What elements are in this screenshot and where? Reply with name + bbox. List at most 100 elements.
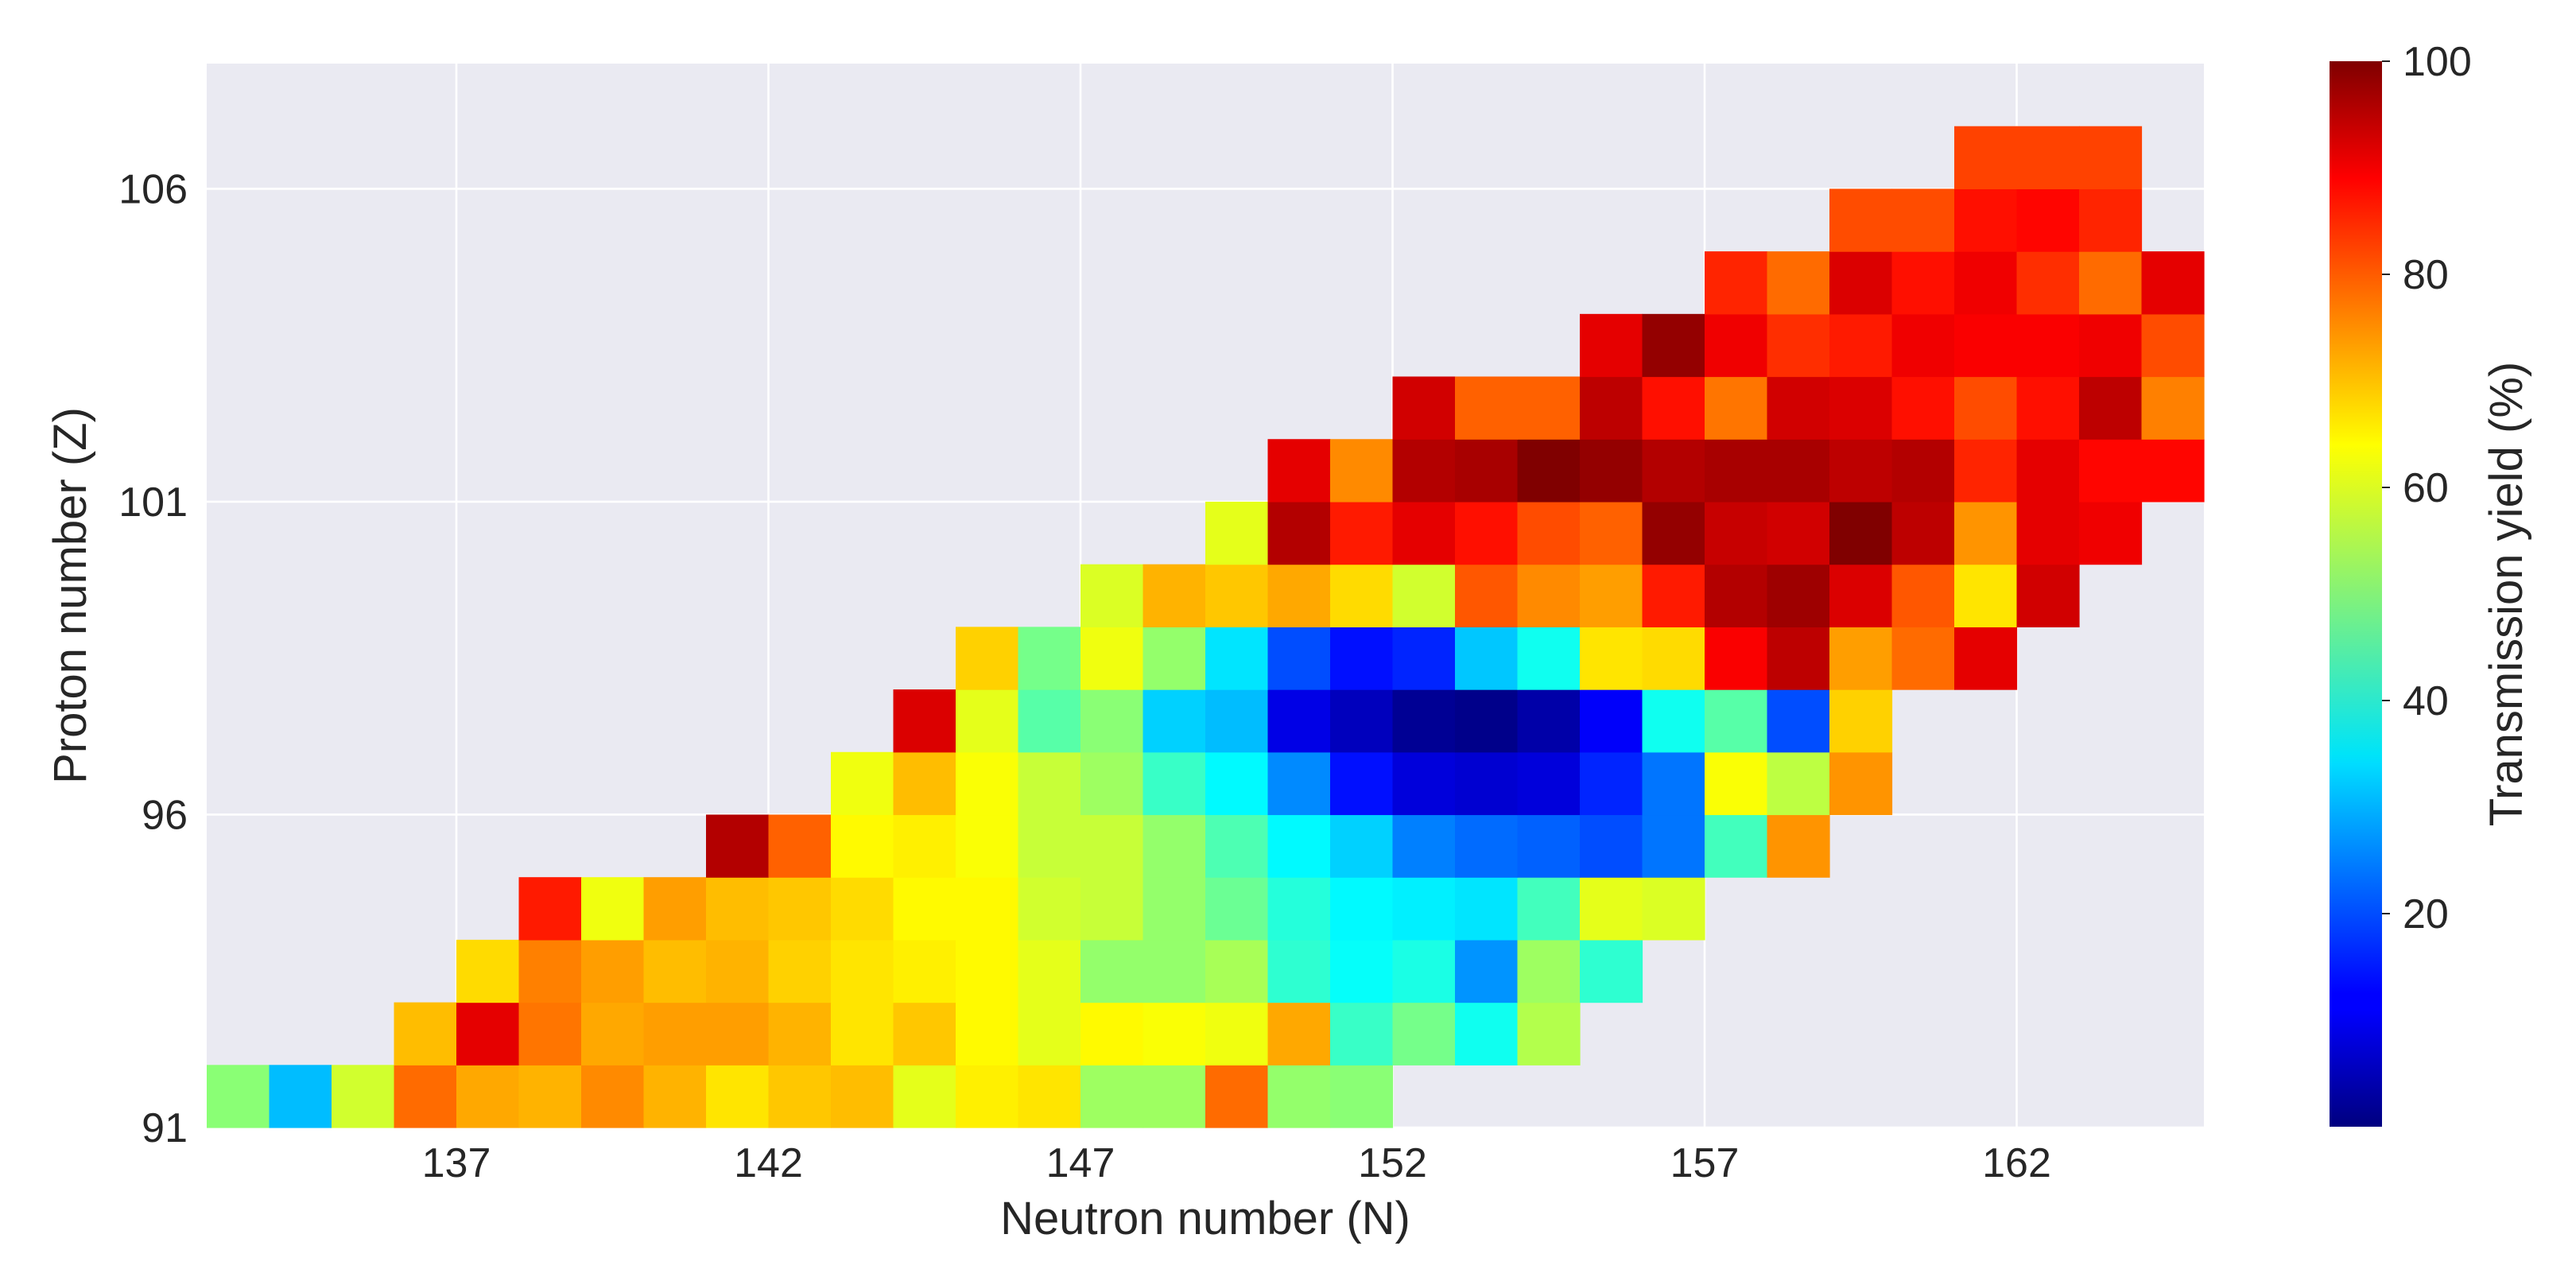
- heatmap-cell: [1080, 939, 1144, 1003]
- heatmap-cell: [1954, 376, 2018, 440]
- heatmap-cell: [1330, 501, 1394, 565]
- heatmap-cell: [1267, 877, 1331, 941]
- heatmap-cell: [269, 1065, 332, 1128]
- heatmap-cell: [2079, 501, 2143, 565]
- heatmap-cell: [1455, 814, 1519, 878]
- heatmap-cell: [1767, 689, 1830, 753]
- colorbar-label: Transmission yield (%): [2481, 362, 2532, 826]
- heatmap-cell: [1205, 1065, 1269, 1128]
- heatmap-cell: [1205, 751, 1269, 816]
- heatmap-cell: [1455, 564, 1519, 627]
- heatmap-cell: [2016, 188, 2080, 252]
- heatmap-cell: [1954, 126, 2018, 190]
- heatmap-cell: [768, 814, 832, 878]
- heatmap-cell: [1705, 251, 1768, 315]
- heatmap-cell: [1080, 564, 1144, 627]
- heatmap-cell: [1829, 313, 1893, 378]
- heatmap-cell: [831, 939, 894, 1003]
- heatmap-cell: [893, 814, 956, 878]
- heatmap-cell: [1267, 627, 1331, 690]
- heatmap-cell: [706, 939, 770, 1003]
- heatmap-cell: [1517, 1002, 1581, 1065]
- heatmap-cell: [1954, 188, 2018, 252]
- heatmap-cell: [1205, 877, 1269, 941]
- heatmap-cell: [1705, 814, 1768, 878]
- heatmap-cell: [893, 1065, 956, 1128]
- heatmap-cell: [207, 1065, 270, 1128]
- heatmap-cell: [956, 1002, 1019, 1065]
- heatmap-cell: [1829, 376, 1893, 440]
- x-tick-label: 142: [734, 1140, 803, 1186]
- heatmap-cell: [1080, 814, 1144, 878]
- heatmap-cell: [1455, 439, 1519, 503]
- heatmap-cell: [1517, 439, 1581, 503]
- heatmap-cell: [1705, 751, 1768, 816]
- heatmap-cell: [768, 939, 832, 1003]
- heatmap-cell: [1891, 251, 1955, 315]
- heatmap-cell: [1330, 877, 1394, 941]
- heatmap-cell: [1267, 1065, 1331, 1128]
- heatmap-cell: [1891, 627, 1955, 690]
- heatmap-cell: [1267, 751, 1331, 816]
- heatmap-cell: [1954, 627, 2018, 690]
- heatmap-cell: [1517, 689, 1581, 753]
- heatmap-cell: [831, 1002, 894, 1065]
- heatmap-cell: [1517, 564, 1581, 627]
- heatmap-cell: [1143, 939, 1206, 1003]
- heatmap-cell: [1767, 564, 1830, 627]
- colorbar-tick-label: 80: [2403, 252, 2449, 298]
- heatmap-cell: [2079, 439, 2143, 503]
- heatmap-cell: [1205, 939, 1269, 1003]
- heatmap-cell: [2016, 564, 2080, 627]
- heatmap-cell: [643, 939, 707, 1003]
- colorbar-tick-label: 100: [2403, 39, 2472, 85]
- heatmap-cell: [831, 751, 894, 816]
- heatmap-cell: [893, 751, 956, 816]
- heatmap-cell: [1392, 877, 1456, 941]
- y-axis-ticks: 91 96 101 106: [118, 166, 188, 1151]
- heatmap-cell: [1330, 814, 1394, 878]
- heatmap-cell: [1018, 627, 1081, 690]
- colorbar-tick-label: 40: [2403, 678, 2449, 724]
- heatmap-cell: [1642, 814, 1705, 878]
- heatmap-cell: [1455, 689, 1519, 753]
- heatmap-cell: [1267, 564, 1331, 627]
- heatmap-cell: [2016, 376, 2080, 440]
- colorbar-tick-label: 60: [2403, 465, 2449, 511]
- heatmap-cell: [956, 814, 1019, 878]
- y-axis-label: Proton number (Z): [45, 407, 96, 784]
- heatmap-cell: [1080, 1065, 1144, 1128]
- heatmap-cell: [2016, 126, 2080, 190]
- heatmap-cell: [2079, 313, 2143, 378]
- heatmap-cell: [1829, 188, 1893, 252]
- heatmap-cell: [956, 627, 1019, 690]
- heatmap-cell: [1455, 1002, 1519, 1065]
- heatmap-cell: [2079, 126, 2143, 190]
- heatmap-cell: [706, 1065, 770, 1128]
- heatmap-cell: [1392, 689, 1456, 753]
- heatmap-cell: [1018, 1002, 1081, 1065]
- heatmap-cell: [1829, 751, 1893, 816]
- heatmap-cell: [1143, 1002, 1206, 1065]
- heatmap-cell: [1517, 939, 1581, 1003]
- heatmap-cell: [1455, 751, 1519, 816]
- heatmap-cell: [1143, 627, 1206, 690]
- heatmap-cell: [2141, 439, 2205, 503]
- heatmap-cell: [1580, 689, 1643, 753]
- heatmap-cell: [2016, 439, 2080, 503]
- heatmap-cell: [1580, 376, 1643, 440]
- x-axis-label: Neutron number (N): [1000, 1193, 1410, 1244]
- heatmap-cell: [893, 689, 956, 753]
- heatmap-cell: [1580, 877, 1643, 941]
- heatmap-cell: [893, 877, 956, 941]
- heatmap-cell: [1330, 1002, 1394, 1065]
- heatmap-cell: [1891, 501, 1955, 565]
- heatmap-cell: [1580, 439, 1643, 503]
- heatmap-cell: [1954, 439, 2018, 503]
- heatmap-cell: [1205, 689, 1269, 753]
- heatmap-cell: [1517, 751, 1581, 816]
- heatmap-cell: [1205, 501, 1269, 565]
- heatmap-cell: [706, 1002, 770, 1065]
- heatmap-cell: [518, 1002, 582, 1065]
- heatmap-cell: [1267, 439, 1331, 503]
